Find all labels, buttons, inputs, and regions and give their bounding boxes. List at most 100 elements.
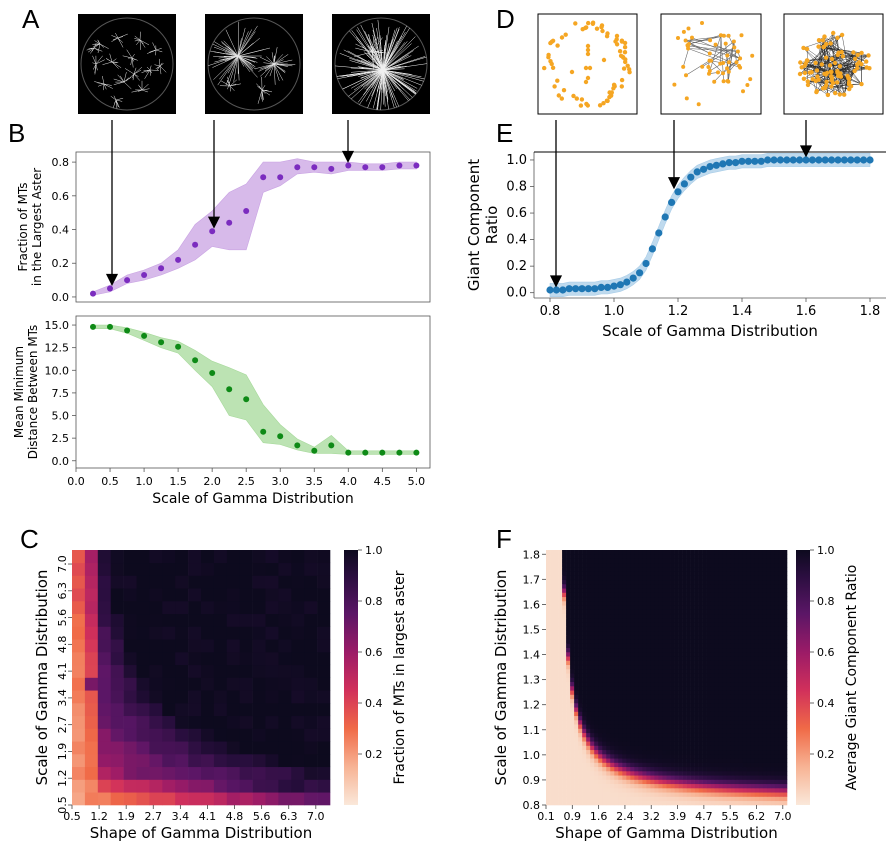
network-node — [829, 84, 834, 89]
microtubule — [141, 89, 148, 93]
data-point — [828, 156, 836, 164]
heatmap-cell — [598, 766, 603, 772]
heatmap-cell — [710, 626, 715, 632]
heatmap-cell — [252, 664, 266, 678]
heatmap-cell — [123, 562, 137, 576]
heatmap-cell — [698, 754, 703, 759]
heatmap-cell — [654, 647, 659, 653]
microtubule — [91, 47, 95, 52]
network-edge — [733, 41, 737, 63]
heatmap-cell — [706, 737, 711, 742]
heatmap-cell — [698, 575, 703, 581]
heatmap-cell — [226, 626, 240, 640]
heatmap-cell — [766, 660, 772, 666]
heatmap-cell — [770, 664, 776, 670]
heatmap-cell — [626, 664, 631, 670]
heatmap-cell — [304, 792, 318, 806]
heatmap-cell — [670, 694, 675, 700]
heatmap-cell — [606, 579, 611, 585]
heatmap-cell — [610, 579, 615, 585]
heatmap-cell — [110, 652, 124, 666]
heatmap-cell — [662, 715, 667, 721]
microtubule — [98, 83, 105, 87]
heatmap-cell — [554, 724, 559, 729]
microtubule — [97, 43, 101, 54]
heatmap-cell — [758, 762, 764, 768]
heatmap-cell — [586, 652, 591, 657]
heatmap-cell — [590, 741, 595, 746]
heatmap-cell — [734, 766, 740, 772]
heatmap-cell — [778, 584, 784, 589]
heatmap-cell — [654, 656, 659, 661]
heatmap-cell — [586, 605, 591, 610]
heatmap-cell — [710, 592, 715, 598]
heatmap-cell — [606, 775, 611, 780]
heatmap-cell — [291, 588, 305, 602]
heatmap-cell — [750, 579, 756, 585]
heatmap-cell — [686, 720, 691, 725]
heatmap-cell — [750, 647, 756, 653]
heatmap-cell — [758, 686, 764, 691]
heatmap-cell — [226, 715, 240, 729]
heatmap-cell — [754, 754, 760, 759]
heatmap-cell — [774, 707, 780, 712]
heatmap-cell — [239, 728, 253, 742]
microtubule — [122, 55, 133, 59]
heatmap-cell — [586, 660, 591, 666]
heatmap-cell — [746, 779, 752, 785]
heatmap-cell — [550, 703, 555, 708]
heatmap-cell — [650, 792, 655, 797]
heatmap-cell — [570, 766, 575, 772]
heatmap-cell — [686, 673, 691, 678]
heatmap-cell — [136, 562, 150, 576]
heatmap-cell — [666, 622, 671, 627]
heatmap-cell — [252, 741, 266, 755]
heatmap-cell — [750, 613, 756, 619]
heatmap-cell — [594, 664, 599, 670]
heatmap-cell — [662, 562, 667, 568]
heatmap-cell — [638, 643, 643, 649]
heatmap-cell — [594, 626, 599, 632]
heatmap-cell — [726, 762, 732, 768]
microtubule — [257, 89, 263, 104]
microtubule — [87, 47, 95, 53]
heatmap-cell — [646, 749, 651, 755]
heatmap-cell — [586, 788, 591, 793]
heatmap-cell — [718, 677, 724, 683]
heatmap-cell — [710, 762, 715, 768]
heatmap-cell — [546, 749, 551, 755]
heatmap-cell — [642, 677, 647, 683]
heatmap-cell — [590, 771, 595, 776]
microtubule — [155, 48, 162, 51]
heatmap-cell — [738, 698, 744, 704]
heatmap-cell — [770, 737, 776, 742]
heatmap-cell — [738, 601, 744, 606]
heatmap-cell — [662, 643, 667, 649]
microtubule — [376, 28, 384, 71]
heatmap-cell — [702, 728, 707, 734]
heatmap-cell — [594, 635, 599, 640]
heatmap-cell — [742, 711, 748, 717]
heatmap-cell — [570, 711, 575, 717]
heatmap-cell — [726, 796, 732, 802]
heatmap-cell — [782, 592, 788, 598]
heatmap-cell — [606, 779, 611, 785]
heatmap-cell — [782, 741, 788, 746]
heatmap-cell — [682, 698, 687, 704]
heatmap-cell — [714, 652, 720, 657]
heatmap-cell — [754, 592, 760, 598]
heatmap-cell — [650, 724, 655, 729]
heatmap-cell — [97, 728, 111, 742]
heatmap-cell — [570, 579, 575, 585]
data-point — [107, 285, 113, 292]
network-node — [585, 47, 591, 53]
heatmap-cell — [650, 660, 655, 666]
heatmap-cell — [710, 711, 715, 717]
microtubule — [273, 59, 293, 65]
heatmap-cell — [590, 613, 595, 619]
heatmap-cell — [610, 588, 615, 593]
heatmap-cell — [84, 652, 99, 666]
network-node — [601, 101, 606, 106]
heatmap-cell — [718, 800, 724, 806]
x-tick-label: 1.8 — [860, 304, 881, 319]
